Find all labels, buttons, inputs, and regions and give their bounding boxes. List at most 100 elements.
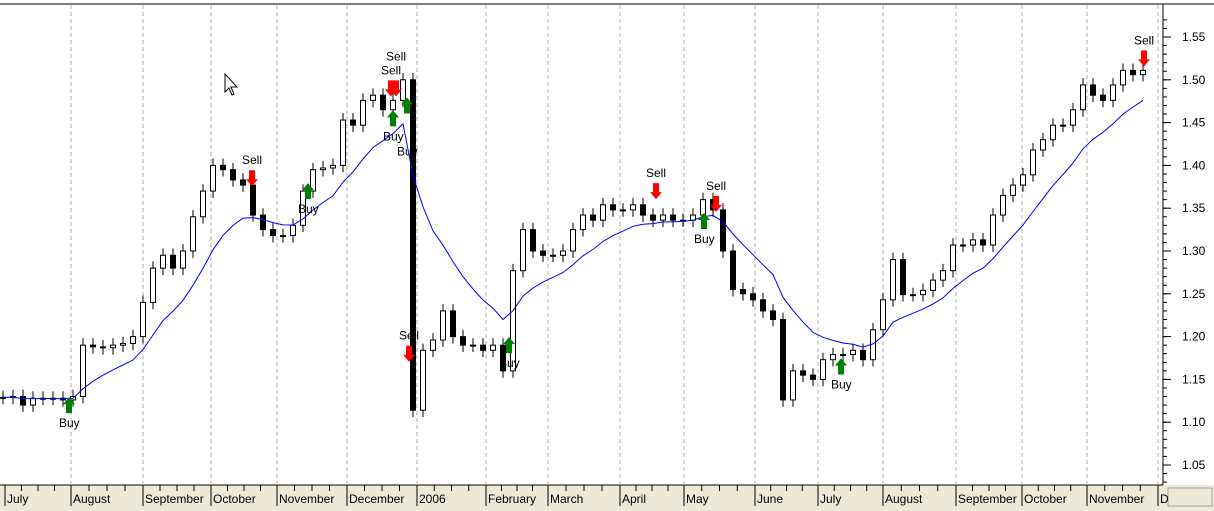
price-bar-body — [90, 344, 96, 348]
price-bar-body — [780, 318, 786, 401]
price-bar-body — [700, 199, 706, 216]
price-bar-body — [950, 244, 956, 272]
sell-label: Sell — [646, 166, 666, 180]
price-bar-body — [630, 204, 636, 211]
price-bar-body — [970, 239, 976, 246]
price-bar-body — [280, 235, 286, 238]
buy-label: Buy — [831, 378, 852, 392]
price-bar-body — [380, 94, 386, 111]
mouse-cursor-icon — [224, 72, 239, 96]
price-bar-body — [460, 336, 466, 346]
price-bar-body — [190, 216, 196, 252]
price-bar-body — [220, 164, 226, 171]
buy-arrow-icon — [302, 183, 314, 200]
price-bar-body — [600, 204, 606, 221]
price-bar-body — [610, 204, 616, 211]
price-bar-body — [440, 310, 446, 341]
price-bar-body — [820, 359, 826, 380]
x-month-label: February — [488, 492, 536, 506]
sell-arrow-icon — [710, 195, 722, 212]
price-bar-body — [510, 270, 516, 372]
x-month-label: November — [1089, 492, 1144, 506]
y-tick-label: 1.25 — [1182, 287, 1206, 301]
x-month-label: December — [349, 492, 404, 506]
buy-arrow-icon — [63, 397, 75, 414]
x-month-label: August — [73, 492, 111, 506]
price-bar-body — [230, 169, 236, 181]
price-bar-body — [1020, 174, 1026, 186]
price-bar-body — [340, 119, 346, 166]
price-bar-body — [120, 342, 126, 346]
price-bar-body — [1010, 184, 1016, 196]
price-bar-body — [1100, 94, 1106, 101]
x-month-label: September — [145, 492, 204, 506]
price-bar-body — [990, 214, 996, 246]
price-bar-body — [200, 190, 206, 218]
status-bar — [0, 485, 1214, 511]
buy-label: Buy — [298, 202, 319, 216]
price-bar-body — [830, 354, 836, 361]
price-bar-body — [370, 94, 376, 101]
price-bar-body — [250, 184, 256, 216]
price-bar-body — [290, 224, 296, 237]
price-bar-body — [300, 190, 306, 226]
buy-label: Buy — [383, 129, 404, 143]
price-bar-body — [260, 214, 266, 231]
price-bar-body — [1060, 124, 1066, 127]
price-bar-body — [180, 250, 186, 269]
y-tick-label: 1.20 — [1182, 330, 1206, 344]
price-bar-body — [1070, 109, 1076, 126]
price-bar-body — [790, 370, 796, 401]
buy-label: Buy — [499, 356, 520, 370]
sell-arrow-icon — [390, 80, 402, 97]
buy-arrow-icon — [387, 110, 399, 127]
price-bar-body — [670, 214, 676, 221]
price-bar-body — [310, 169, 316, 192]
x-month-label: 2006 — [419, 492, 446, 506]
price-bar-body — [330, 164, 336, 169]
price-bar-body — [980, 239, 986, 246]
price-bar-body — [850, 349, 856, 356]
sell-arrow-icon — [1138, 50, 1150, 67]
y-tick-label: 1.50 — [1182, 73, 1206, 87]
price-bar-body — [450, 310, 456, 338]
price-bar-body — [640, 204, 646, 216]
x-month-label: July — [7, 492, 28, 506]
price-bar-body — [760, 299, 766, 312]
x-month-label: July — [820, 492, 841, 506]
buy-arrow-icon — [401, 97, 413, 114]
price-bar-body — [800, 370, 806, 376]
buy-label: Buy — [397, 144, 418, 158]
price-bar-body — [350, 119, 356, 126]
price-bar-body — [730, 250, 736, 291]
price-bar-body — [1110, 84, 1116, 101]
price-bar-body — [470, 344, 476, 347]
price-bar-body — [110, 344, 116, 349]
price-bar-body — [480, 344, 486, 351]
price-bar-body — [1120, 69, 1126, 86]
price-bar-body — [520, 229, 526, 272]
price-bar-body — [160, 254, 166, 269]
price-bar-body — [170, 254, 176, 269]
price-bar-body — [270, 229, 276, 237]
price-bar-body — [620, 209, 626, 212]
x-month-label: April — [622, 492, 646, 506]
price-bar-body — [750, 293, 756, 301]
price-bar-body — [1000, 194, 1006, 216]
price-bar-body — [920, 289, 926, 296]
price-bar-body — [320, 167, 326, 171]
x-month-label: August — [885, 492, 923, 506]
price-bar-body — [540, 250, 546, 256]
y-tick-label: 1.45 — [1182, 116, 1206, 130]
price-bar-body — [900, 259, 906, 296]
price-bar-body — [1090, 84, 1096, 96]
price-bar-body — [740, 289, 746, 295]
price-bar-body — [80, 344, 86, 398]
price-bar-body — [910, 294, 916, 297]
sell-label: Sell — [242, 153, 262, 167]
price-bar-body — [580, 214, 586, 231]
buy-arrow-icon — [835, 358, 847, 375]
price-bar-body — [810, 374, 816, 380]
sell-label: Sell — [706, 179, 726, 193]
